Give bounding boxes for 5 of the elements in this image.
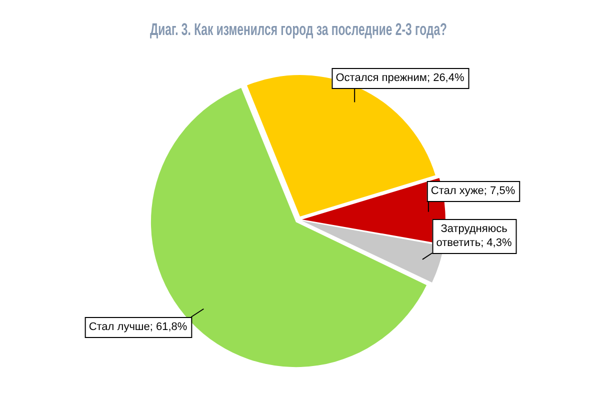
slice-label: Затрудняюсь ответить; 4,3% bbox=[436, 223, 512, 250]
slice-label: Стал лучше; 61,8% bbox=[88, 321, 188, 334]
slice-label: Стал хуже; 7,5% bbox=[430, 185, 516, 198]
chart-title: Диаг. 3. Как изменился город за последние 2-3 года? bbox=[150, 20, 447, 40]
slice-label: Остался прежним; 26,4% bbox=[336, 72, 464, 84]
